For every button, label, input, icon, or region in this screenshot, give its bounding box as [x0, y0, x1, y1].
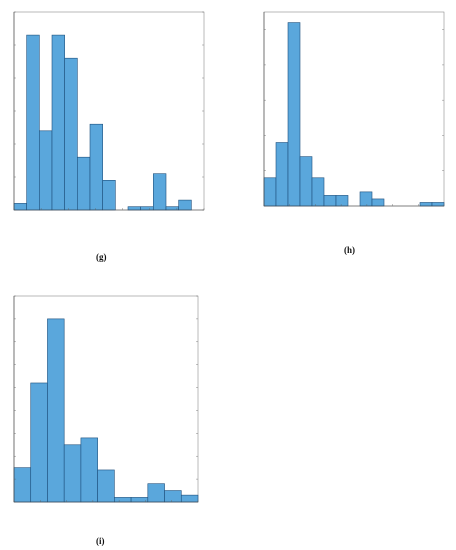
histogram-bar [47, 318, 65, 503]
histogram-bar [359, 191, 373, 207]
histogram-bar [64, 57, 78, 211]
histogram-bar [164, 490, 182, 503]
histogram-bar [419, 202, 433, 207]
histogram-g [13, 11, 205, 211]
histogram-bar [178, 199, 192, 211]
histogram-bar [26, 34, 40, 211]
caption-h: (h) [344, 245, 355, 255]
histogram-bar [39, 130, 53, 211]
histogram-panel-i [6, 288, 206, 512]
histogram-bar [263, 177, 277, 207]
caption-g: (g) [96, 252, 107, 262]
histogram-bar [287, 22, 301, 207]
histogram-bar [89, 123, 103, 211]
histogram-h [263, 11, 445, 207]
histogram-bar [30, 382, 48, 503]
histogram-bar [77, 156, 91, 211]
histogram-bar [97, 469, 115, 503]
histogram-bar [13, 203, 27, 211]
histogram-bar [311, 177, 325, 207]
histogram-bar [51, 34, 65, 211]
histogram-bar [299, 156, 313, 207]
histogram-bar [114, 497, 132, 503]
caption-i: (i) [96, 536, 105, 546]
histogram-bar [275, 142, 289, 207]
histogram-bar [13, 467, 32, 503]
histogram-bar [140, 206, 154, 211]
histogram-bar [431, 202, 445, 207]
histogram-bar [153, 173, 167, 211]
histogram-bar [63, 444, 82, 503]
histogram-panel-g [6, 4, 212, 220]
histogram-bar [147, 483, 165, 503]
histogram-bar [323, 195, 337, 207]
histogram-i [13, 295, 199, 503]
histogram-bar [371, 198, 385, 207]
histogram-bar [102, 180, 116, 211]
histogram-bar [180, 494, 199, 503]
histogram-panel-h [256, 4, 452, 216]
histogram-bar [80, 437, 98, 503]
histogram-bar [127, 206, 141, 211]
histogram-bar [335, 195, 349, 207]
